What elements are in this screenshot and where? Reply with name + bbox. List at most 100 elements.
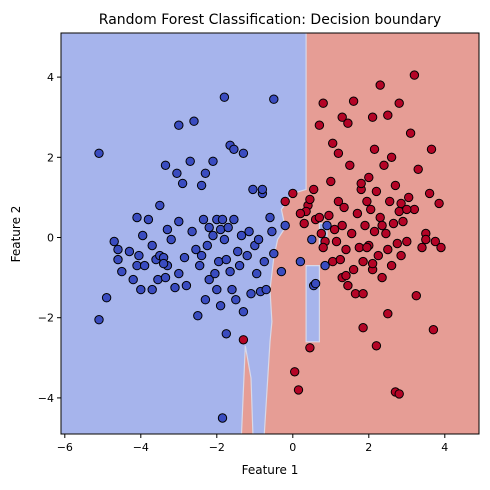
scatter-point-class-1 [358, 323, 368, 333]
scatter-point-class-0 [138, 230, 148, 241]
scatter-point-class-0 [238, 307, 249, 317]
scatter-point-class-1 [324, 210, 334, 221]
scatter-point-class-1 [341, 244, 351, 255]
x-tick-label: −2 [209, 441, 225, 454]
scatter-point-class-1 [383, 110, 393, 120]
scatter-point-class-1 [362, 196, 372, 207]
scatter-point-class-1 [396, 250, 406, 261]
scatter-point-class-1 [392, 238, 402, 249]
scatter-point-class-0 [280, 220, 290, 231]
scatter-point-class-0 [200, 295, 211, 305]
scatter-point-class-1 [398, 216, 408, 227]
scatter-point-class-1 [394, 98, 404, 108]
scatter-point-class-0 [179, 252, 190, 263]
scatter-point-class-1 [426, 144, 437, 155]
scatter-point-class-1 [421, 234, 431, 245]
scatter-point-class-1 [388, 218, 399, 229]
scatter-point-class-0 [195, 260, 205, 271]
scatter-point-class-1 [314, 120, 325, 130]
scatter-point-class-1 [434, 198, 444, 209]
scatter-point-class-1 [333, 148, 344, 159]
scatter-point-class-0 [166, 234, 176, 245]
x-tick-label: −6 [57, 441, 73, 454]
scatter-point-class-1 [383, 309, 393, 319]
scatter-point-class-0 [217, 413, 228, 423]
scatter-point-class-0 [174, 216, 184, 227]
scatter-point-class-1 [394, 389, 404, 399]
scatter-points [94, 70, 446, 423]
scatter-point-class-1 [383, 244, 393, 255]
scatter-point-class-1 [424, 188, 435, 199]
scatter-point-class-0 [210, 268, 220, 279]
scatter-point-class-1 [367, 112, 378, 122]
scatter-point-class-0 [162, 224, 173, 235]
scatter-point-class-0 [246, 289, 256, 299]
scatter-point-class-0 [295, 256, 306, 267]
x-tick-label: 0 [289, 441, 296, 454]
scatter-point-class-0 [221, 329, 232, 339]
scatter-point-class-0 [113, 244, 123, 255]
scatter-point-class-1 [413, 164, 423, 175]
scatter-point-class-1 [428, 325, 439, 335]
y-axis-label: Feature 2 [9, 206, 23, 263]
scatter-point-class-0 [204, 222, 214, 233]
x-tick-label: −4 [133, 441, 149, 454]
scatter-point-class-0 [269, 248, 279, 259]
scatter-point-class-1 [362, 242, 372, 253]
scatter-point-class-0 [215, 301, 226, 311]
scatter-point-class-1 [348, 96, 359, 106]
scatter-point-class-0 [215, 224, 226, 235]
scatter-point-class-0 [225, 266, 235, 277]
scatter-point-class-0 [212, 284, 222, 295]
scatter-point-class-1 [409, 70, 420, 80]
scatter-point-class-0 [160, 160, 171, 171]
scatter-point-class-1 [386, 260, 397, 271]
scatter-point-class-1 [347, 228, 357, 239]
scatter-point-class-0 [128, 274, 138, 285]
scatter-point-class-0 [172, 168, 182, 179]
scatter-point-class-1 [371, 186, 382, 197]
scatter-point-class-1 [309, 184, 319, 195]
scatter-point-class-0 [147, 284, 157, 295]
scatter-point-class-0 [198, 214, 209, 225]
scatter-point-class-0 [261, 284, 271, 295]
scatter-point-class-0 [132, 212, 142, 223]
scatter-point-class-1 [358, 289, 368, 299]
scatter-point-class-1 [293, 385, 304, 395]
scatter-point-class-1 [369, 226, 380, 237]
scatter-point-class-1 [386, 152, 397, 163]
scatter-point-class-0 [185, 156, 195, 167]
scatter-point-class-1 [337, 112, 347, 122]
scatter-point-class-0 [253, 234, 264, 245]
scatter-point-class-1 [373, 250, 383, 261]
scatter-point-class-0 [229, 214, 239, 225]
scatter-point-class-1 [366, 204, 376, 215]
x-tick-label: 2 [365, 441, 372, 454]
scatter-point-class-0 [189, 116, 199, 126]
scatter-point-class-0 [187, 226, 197, 237]
scatter-point-class-0 [242, 250, 252, 261]
scatter-point-class-0 [170, 282, 180, 293]
scatter-point-class-0 [101, 293, 112, 303]
scatter-point-class-1 [305, 343, 315, 353]
scatter-point-class-1 [390, 180, 401, 191]
scatter-point-class-1 [343, 280, 353, 291]
scatter-point-class-1 [331, 236, 342, 247]
scatter-point-class-1 [280, 196, 290, 207]
scatter-point-class-1 [348, 264, 359, 275]
scatter-point-class-0 [191, 244, 201, 255]
y-tick-label: 2 [47, 151, 54, 164]
scatter-point-class-1 [394, 206, 404, 217]
scatter-point-class-0 [307, 234, 317, 245]
scatter-point-class-1 [328, 138, 338, 149]
scatter-point-class-0 [214, 256, 224, 267]
scatter-point-class-0 [257, 184, 268, 195]
scatter-point-class-1 [402, 204, 412, 215]
y-tick-label: 0 [47, 232, 54, 245]
scatter-point-class-0 [94, 315, 104, 325]
scatter-point-class-0 [200, 168, 211, 179]
scatter-point-class-0 [139, 260, 150, 271]
scatter-point-class-0 [208, 156, 218, 167]
scatter-point-class-1 [377, 220, 387, 231]
